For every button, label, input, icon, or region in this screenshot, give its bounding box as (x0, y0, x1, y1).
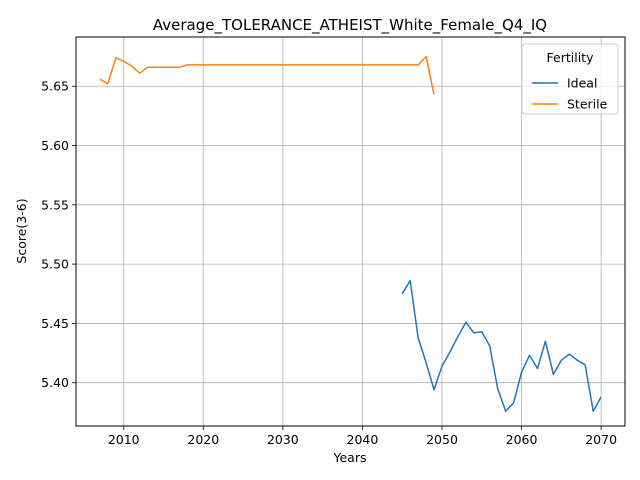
chart-title: Average_TOLERANCE_ATHEIST_White_Female_Q… (153, 16, 547, 35)
series-line-sterile (99, 55, 435, 95)
y-tick-label: 5.40 (41, 375, 69, 390)
legend-title: Fertility (547, 50, 595, 65)
x-axis-ticks: 2010 2020 2030 2040 2050 2060 2070 (108, 426, 617, 447)
x-tick-label: 2050 (426, 432, 458, 447)
y-tick-label: 5.45 (41, 316, 69, 331)
x-tick-label: 2010 (108, 432, 140, 447)
x-tick-label: 2030 (267, 432, 299, 447)
y-tick-label: 5.55 (41, 197, 69, 212)
x-tick-label: 2020 (187, 432, 219, 447)
grid (76, 37, 625, 426)
x-tick-label: 2060 (506, 432, 538, 447)
y-tick-label: 5.60 (41, 138, 69, 153)
y-axis-label: Score(3-6) (14, 198, 29, 263)
legend-label-sterile: Sterile (567, 97, 608, 112)
legend: Fertility Ideal Sterile (521, 43, 619, 115)
y-axis-ticks: 5.40 5.45 5.50 5.55 5.60 5.65 (41, 79, 76, 390)
x-axis-label: Years (333, 450, 367, 465)
series-line-ideal (401, 279, 602, 412)
legend-box (521, 43, 619, 115)
series-lines (99, 55, 602, 412)
legend-label-ideal: Ideal (567, 76, 597, 91)
x-tick-label: 2070 (585, 432, 617, 447)
plot-frame (75, 36, 626, 427)
x-tick-label: 2040 (347, 432, 379, 447)
y-tick-label: 5.65 (41, 79, 69, 94)
y-tick-label: 5.50 (41, 257, 69, 272)
